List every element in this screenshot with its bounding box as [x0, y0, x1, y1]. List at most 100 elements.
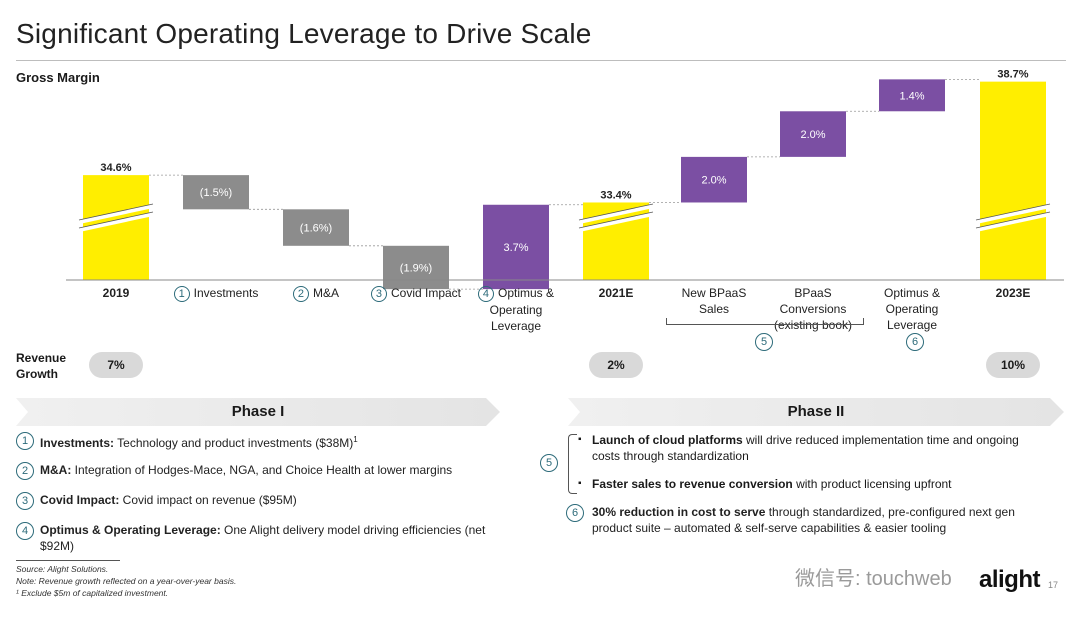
axis-break-line-1-1 [78, 211, 154, 229]
phase1-banner: Phase I [16, 398, 500, 426]
axis-break-line-1-0 [78, 203, 154, 221]
phase1-number-1: 1 [16, 432, 34, 450]
phase2-brace [568, 434, 577, 494]
bar-10 [980, 81, 1046, 280]
bracket-number-circle: 5 [755, 333, 773, 351]
revenue-growth-label: Revenue Growth [16, 351, 67, 381]
page-title: Significant Operating Leverage to Drive … [16, 18, 592, 49]
x-label-text-7: New BPaaS Sales [681, 286, 747, 316]
x-label-7: New BPaaS Sales [666, 285, 762, 317]
axis-break-line-6-1 [578, 211, 654, 229]
phase2-bullet-heading-1: Launch of cloud platforms [592, 433, 743, 447]
x-label-text-5: Optimus & Operating Leverage [489, 286, 554, 333]
bar-7 [681, 156, 747, 203]
bar-4 [383, 245, 449, 290]
phase2-item-heading-6: 30% reduction in cost to serve [592, 505, 766, 519]
axis-break-white-1-0 [78, 204, 154, 224]
phase1-number-4: 4 [16, 522, 34, 540]
data-label-5: 3.7% [503, 242, 528, 254]
x-label-2: 1 Investments [168, 285, 264, 302]
phase2-bullet-2: Faster sales to revenue conversion with … [578, 476, 1042, 492]
phase2-bullet-1: Launch of cloud platforms will drive red… [578, 432, 1042, 464]
data-label-4: (1.9%) [400, 262, 432, 274]
bracket-line [666, 318, 864, 325]
x-label-6: 2021E [568, 285, 664, 301]
phase1-item-3: 3 Covid Impact: Covid impact on revenue (… [16, 492, 506, 510]
x-label-text-9: Optimus & Operating Leverage [883, 286, 940, 332]
bar-3 [283, 209, 349, 246]
x-label-text-1: 2019 [102, 286, 130, 300]
phase1-item-heading-4: Optimus & Operating Leverage: [40, 523, 221, 537]
watermark-text: 微信号: touchweb [795, 568, 952, 590]
title-divider [16, 60, 1066, 61]
x-label-number-5: 4 [477, 285, 494, 302]
axis-break-white-6-0 [578, 204, 654, 224]
axis-break-line-10-0 [975, 203, 1051, 221]
phase1-item-text-3: Covid impact on revenue ($95M) [119, 493, 297, 507]
x-label-text-2: Investments [193, 286, 259, 300]
revenue-growth-pill-2: 2% [589, 352, 643, 378]
phase1-number-3: 3 [16, 492, 34, 510]
bar-5 [483, 204, 549, 290]
phase1-item-text-4: One Alight delivery model driving effici… [40, 523, 486, 553]
page-number: 17 [1047, 580, 1058, 590]
phase2-banner: Phase II [568, 398, 1064, 426]
x-label-number-4: 3 [370, 285, 387, 302]
x-label-text-4: Covid Impact [390, 286, 462, 300]
phase2-number-6: 6 [566, 504, 584, 522]
x-label-text-6: 2021E [598, 286, 634, 300]
bar-8 [780, 111, 846, 157]
axis-break-line-6-0 [578, 203, 654, 221]
phase1-item-4: 4 Optimus & Operating Leverage: One Aligh… [16, 522, 506, 554]
phase1-item-1: 1 Investments: Technology and product inv… [16, 432, 506, 451]
axis-break-line-10-1 [975, 211, 1051, 229]
data-label-3: (1.6%) [300, 223, 332, 235]
phase2-bullet-heading-2: Faster sales to revenue conversion [592, 477, 793, 491]
footnote-2: Note: Revenue growth reflected on a year… [16, 576, 237, 586]
phase2-item-text-6: through standardized, pre-configured nex… [592, 505, 1015, 535]
axis-break-white-10-0 [975, 204, 1051, 224]
x-label-10: 2023E [965, 285, 1061, 301]
phase2-group-number: 5 [540, 454, 558, 472]
axis-break-white-10-1 [975, 212, 1051, 232]
waterfall-chart: 34.6% (1.5%) (1.6%) (1.9%) 3.7% 33.4% 2.0% 2.0%… [66, 69, 1064, 290]
data-label-10: 38.7% [997, 69, 1028, 81]
x-label-number-3: 2 [292, 285, 309, 302]
x-label-text-10: 2023E [995, 286, 1031, 300]
phase2-item-6: 6 30% reduction in cost to serve through … [566, 504, 1046, 536]
phase1-item-footnote-ref-1: 1 [353, 435, 358, 444]
phase1-item-2: 2 M&A: Integration of Hodges-Mace, NGA, a… [16, 462, 506, 480]
phase1-item-text-2: Integration of Hodges-Mace, NGA, and Cho… [71, 463, 453, 477]
data-label-1: 34.6% [100, 162, 131, 174]
phase1-item-text-1: Technology and product investments ($38M… [114, 436, 354, 450]
alight-logo: alight [979, 566, 1041, 593]
x-label-4: 3 Covid Impact [368, 285, 464, 302]
chart-subtitle: Gross Margin [16, 70, 100, 85]
data-label-7: 2.0% [701, 175, 726, 187]
axis-break-white-1-1 [78, 212, 154, 232]
axis-break-white-6-1 [578, 212, 654, 232]
optimus-number-circle: 6 [906, 333, 924, 351]
x-label-9: Optimus & Operating Leverage [864, 285, 960, 333]
x-label-number-2: 1 [173, 285, 190, 302]
data-label-6: 33.4% [600, 189, 631, 201]
phase1-item-heading-3: Covid Impact: [40, 493, 120, 507]
footnote-3: ¹ Exclude $5m of capitalized investment. [16, 588, 169, 598]
x-label-text-3: M&A [312, 286, 339, 300]
phase2-bullet-text-2: with product licensing upfront [792, 477, 952, 491]
data-label-2: (1.5%) [200, 187, 232, 199]
phase1-number-2: 2 [16, 462, 34, 480]
phase1-item-heading-2: M&A: [40, 463, 72, 477]
phase2-bullet-text-1: will drive reduced implementation time a… [592, 433, 1019, 463]
bar-9 [879, 79, 945, 112]
revenue-growth-pill-1: 7% [89, 352, 143, 378]
x-label-3: 2 M&A [268, 285, 364, 302]
x-label-5: 4 Optimus & Operating Leverage [468, 285, 564, 334]
bar-2 [183, 175, 249, 210]
x-label-text-8: BPaaS Conversions (existing book) [773, 286, 853, 332]
footnote-divider [16, 560, 120, 561]
phase1-item-heading-1: Investments: [40, 436, 115, 450]
x-label-8: BPaaS Conversions (existing book) [765, 285, 861, 333]
footnote-1: Source: Alight Solutions. [16, 564, 109, 574]
data-label-8: 2.0% [800, 129, 825, 141]
